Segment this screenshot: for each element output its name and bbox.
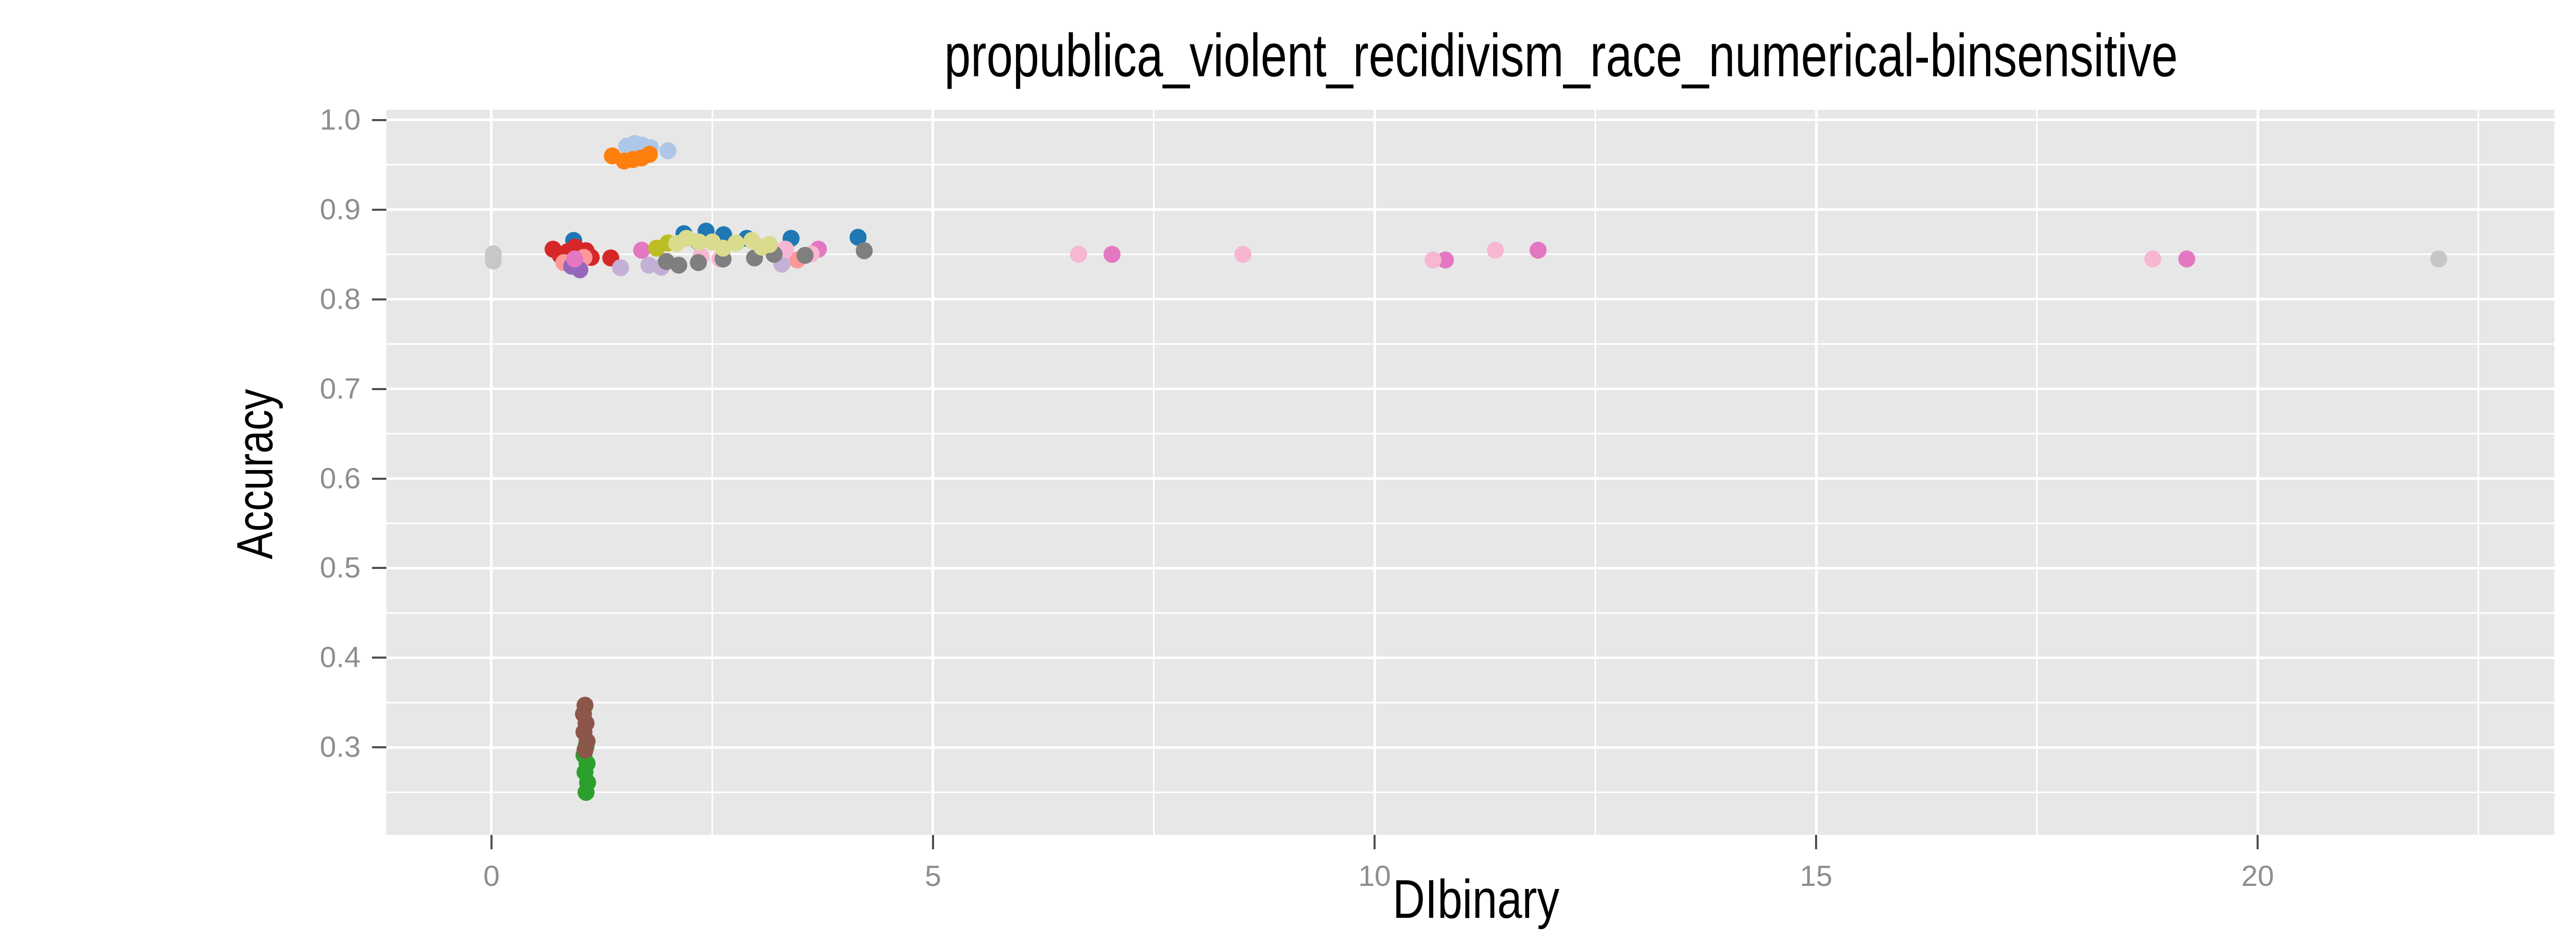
y-tick-label: 0.3 bbox=[319, 730, 361, 764]
x-tick-label: 0 bbox=[483, 860, 500, 893]
y-tick-mark bbox=[372, 746, 386, 749]
y-gridline bbox=[386, 298, 2554, 301]
scatter-point bbox=[566, 250, 583, 268]
x-tick-label: 20 bbox=[2241, 860, 2274, 893]
x-gridline bbox=[931, 110, 935, 835]
scatter-point bbox=[855, 242, 873, 260]
scatter-point bbox=[2430, 250, 2447, 268]
scatter-point bbox=[796, 247, 814, 264]
scatter-point bbox=[612, 259, 629, 277]
x-axis-label: DIbinary bbox=[1393, 869, 1560, 930]
x-gridline bbox=[711, 110, 713, 835]
y-gridline bbox=[386, 388, 2554, 391]
scatter-point bbox=[2144, 250, 2161, 268]
y-gridline bbox=[386, 164, 2554, 166]
y-gridline bbox=[386, 477, 2554, 480]
scatter-point bbox=[1070, 246, 1088, 263]
x-tick-mark bbox=[490, 835, 493, 849]
y-tick-label: 1.0 bbox=[319, 103, 361, 137]
y-tick-mark bbox=[372, 298, 386, 300]
x-gridline bbox=[1595, 110, 1597, 835]
x-gridline bbox=[1815, 110, 1818, 835]
x-tick-label: 15 bbox=[1800, 860, 1833, 893]
scatter-point bbox=[484, 252, 502, 270]
scatter-point bbox=[727, 234, 745, 251]
y-gridline bbox=[386, 343, 2554, 345]
x-tick-mark bbox=[1815, 835, 1818, 849]
scatter-point bbox=[633, 241, 650, 259]
scatter-point bbox=[670, 257, 687, 274]
x-tick-mark bbox=[2257, 835, 2259, 849]
x-gridline bbox=[1373, 110, 1376, 835]
y-tick-label: 0.9 bbox=[319, 193, 361, 226]
y-tick-label: 0.5 bbox=[319, 551, 361, 584]
y-tick-label: 0.4 bbox=[319, 641, 361, 674]
x-tick-label: 5 bbox=[925, 860, 941, 893]
scatter-point bbox=[577, 783, 595, 801]
scatter-point bbox=[1487, 241, 1504, 259]
y-tick-mark bbox=[372, 657, 386, 659]
y-gridline bbox=[386, 701, 2554, 703]
x-tick-mark bbox=[1374, 835, 1376, 849]
x-gridline bbox=[1153, 110, 1155, 835]
y-tick-label: 0.6 bbox=[319, 462, 361, 495]
scatter-point bbox=[1424, 251, 1442, 268]
scatter-point bbox=[689, 254, 707, 271]
y-gridline bbox=[386, 119, 2554, 122]
y-gridline bbox=[386, 746, 2554, 749]
chart-title: propublica_violent_recidivism_race_numer… bbox=[944, 22, 2178, 90]
plot-area bbox=[386, 110, 2554, 835]
x-gridline bbox=[2256, 110, 2259, 835]
y-gridline bbox=[386, 566, 2554, 569]
y-gridline bbox=[386, 254, 2554, 256]
y-gridline bbox=[386, 612, 2554, 614]
y-tick-mark bbox=[372, 388, 386, 390]
x-gridline bbox=[490, 110, 493, 835]
scatter-point bbox=[2178, 250, 2196, 268]
y-tick-label: 0.7 bbox=[319, 372, 361, 406]
scatter-point bbox=[761, 236, 778, 254]
y-tick-mark bbox=[372, 208, 386, 211]
y-tick-mark bbox=[372, 477, 386, 480]
y-gridline bbox=[386, 523, 2554, 525]
scatter-point bbox=[641, 145, 658, 163]
y-gridline bbox=[386, 208, 2554, 211]
scatter-point bbox=[1529, 241, 1547, 259]
y-tick-mark bbox=[372, 567, 386, 569]
scatter-point bbox=[1234, 246, 1252, 263]
y-gridline bbox=[386, 433, 2554, 435]
y-gridline bbox=[386, 656, 2554, 659]
y-tick-label: 0.8 bbox=[319, 282, 361, 316]
scatter-point bbox=[577, 741, 594, 759]
y-tick-mark bbox=[372, 119, 386, 121]
x-tick-mark bbox=[931, 835, 934, 849]
y-gridline bbox=[386, 791, 2554, 793]
x-gridline bbox=[2036, 110, 2038, 835]
scatter-point bbox=[1104, 246, 1121, 263]
x-gridline bbox=[2478, 110, 2480, 835]
x-tick-label: 10 bbox=[1358, 860, 1391, 893]
scatter-point bbox=[659, 142, 677, 159]
